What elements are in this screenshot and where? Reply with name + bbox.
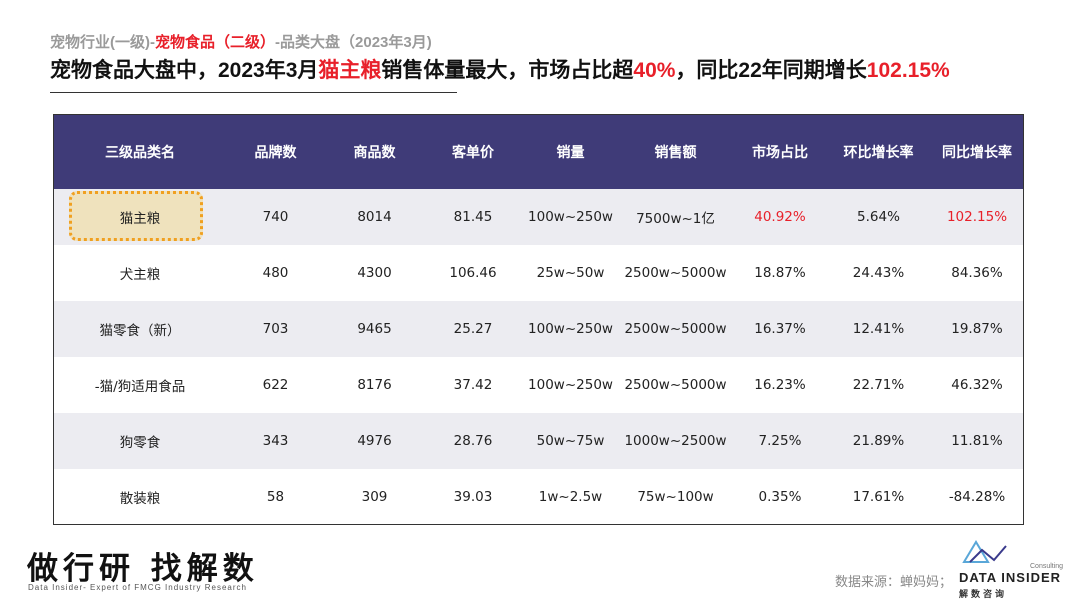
headline-highlight-share: 40%	[633, 59, 676, 82]
cell-products: 309	[361, 489, 388, 505]
headline-text-3: ，同比22年同期增长	[675, 59, 867, 82]
breadcrumb-level2: 宠物食品（二级）	[155, 34, 276, 51]
cell-sales: 1000w~2500w	[624, 433, 727, 449]
table-row: 猫主粮 740 8014 81.45 100w~250w 7500w~1亿 40…	[54, 189, 1023, 245]
col-header-brands: 品牌数	[254, 144, 297, 160]
col-header-yoy: 同比增长率	[942, 144, 1012, 160]
cell-mom: 12.41%	[852, 321, 905, 337]
cell-mom: 5.64%	[857, 209, 900, 225]
cell-products: 4300	[357, 265, 392, 281]
cell-yoy: 46.32%	[951, 377, 1003, 393]
cell-share: 16.37%	[754, 321, 806, 337]
cell-category: 散装粮	[119, 491, 161, 507]
col-header-mom: 环比增长率	[843, 144, 914, 160]
cell-sales: 7500w~1亿	[636, 211, 715, 227]
cell-brands: 480	[262, 265, 289, 281]
cell-category: 猫主粮	[54, 189, 226, 245]
cell-yoy: 19.87%	[951, 321, 1003, 337]
cell-category: 猫零食（新）	[99, 323, 181, 339]
cell-avg-price: 28.76	[453, 433, 493, 449]
cell-mom: 24.43%	[852, 265, 905, 281]
col-header-volume: 销量	[556, 144, 585, 160]
cell-avg-price: 81.45	[453, 209, 493, 225]
cell-share: 7.25%	[758, 433, 802, 449]
col-header-category: 三级品类名	[105, 144, 175, 160]
category-label: 猫主粮	[119, 211, 161, 227]
title-divider	[50, 92, 457, 93]
cell-brands: 703	[262, 321, 289, 337]
cell-sales: 2500w~5000w	[624, 321, 727, 337]
slogan: 做行研 找解数	[27, 551, 259, 587]
cell-yoy: 11.81%	[951, 433, 1003, 449]
table-row: 狗零食 343 4976 28.76 50w~75w 1000w~2500w 7…	[54, 413, 1023, 469]
cell-brands: 740	[262, 209, 289, 225]
logo-chinese-name: 解数咨询	[959, 589, 1008, 599]
cell-category: -猫/狗适用食品	[94, 379, 186, 395]
data-insider-logo-icon	[962, 540, 1007, 563]
cell-mom: 21.89%	[852, 433, 905, 449]
cell-sales: 75w~100w	[637, 489, 714, 505]
cell-share: 18.87%	[754, 265, 806, 281]
cell-volume: 50w~75w	[536, 433, 605, 449]
table-row: 猫零食（新） 703 9465 25.27 100w~250w 2500w~50…	[54, 301, 1023, 357]
breadcrumb: 宠物行业(一级)-宠物食品（二级）-品类大盘（2023年3月)	[50, 31, 432, 52]
col-header-sales: 销售额	[654, 144, 697, 160]
cell-avg-price: 39.03	[453, 489, 493, 505]
cell-category: 犬主粮	[119, 267, 161, 283]
table-row: -猫/狗适用食品 622 8176 37.42 100w~250w 2500w~…	[54, 357, 1023, 413]
cell-avg-price: 25.27	[453, 321, 493, 337]
logo-name: DATA INSIDER	[959, 570, 1062, 585]
cell-volume: 25w~50w	[536, 265, 605, 281]
cell-volume: 1w~2.5w	[538, 489, 603, 505]
cell-products: 9465	[357, 321, 392, 337]
cell-brands: 622	[262, 377, 289, 393]
cell-mom: 22.71%	[852, 377, 905, 393]
cell-sales: 2500w~5000w	[624, 265, 727, 281]
col-header-share: 市场占比	[752, 144, 808, 160]
table-row: 散装粮 58 309 39.03 1w~2.5w 75w~100w 0.35% …	[54, 469, 1023, 524]
category-table: 三级品类名 品牌数 商品数 客单价 销量 销售额 市场占比 环比增长率 同比增长…	[54, 115, 1023, 524]
category-table-frame: 三级品类名 品牌数 商品数 客单价 销量 销售额 市场占比 环比增长率 同比增长…	[53, 114, 1024, 525]
slogan-subtitle: Data Insider- Expert of FMCG Industry Re…	[28, 583, 247, 592]
col-header-avg-price: 客单价	[452, 144, 494, 160]
cell-yoy: -84.28%	[948, 489, 1006, 505]
cell-products: 8014	[357, 209, 392, 225]
breadcrumb-level3: -品类大盘（2023年3月)	[275, 34, 432, 51]
col-header-products: 商品数	[353, 144, 396, 160]
cell-yoy: 84.36%	[951, 265, 1003, 281]
cell-mom: 17.61%	[852, 489, 905, 505]
breadcrumb-level1: 宠物行业(一级)-	[50, 34, 155, 51]
data-source: 数据来源：蝉妈妈；	[835, 574, 953, 589]
cell-avg-price: 106.46	[449, 265, 497, 281]
cell-yoy: 102.15%	[946, 209, 1008, 225]
highlight-box	[69, 191, 203, 241]
headline-highlight-growth: 102.15%	[866, 59, 950, 82]
cell-sales: 2500w~5000w	[624, 377, 727, 393]
table-header-row: 三级品类名 品牌数 商品数 客单价 销量 销售额 市场占比 环比增长率 同比增长…	[54, 115, 1023, 189]
headline-text-1: 宠物食品大盘中，2023年3月	[50, 59, 319, 82]
table-row: 犬主粮 480 4300 106.46 25w~50w 2500w~5000w …	[54, 245, 1023, 301]
cell-avg-price: 37.42	[453, 377, 493, 393]
cell-brands: 58	[266, 489, 285, 505]
headline-highlight-category: 猫主粮	[318, 59, 382, 82]
page-title: 宠物食品大盘中，2023年3月猫主粮销售体量最大，市场占比超40%，同比22年同…	[50, 54, 950, 84]
cell-products: 4976	[357, 433, 392, 449]
cell-share: 40.92%	[754, 209, 806, 225]
cell-volume: 100w~250w	[528, 377, 613, 393]
cell-share: 16.23%	[754, 377, 806, 393]
cell-volume: 100w~250w	[528, 209, 613, 225]
headline-text-2: 销售体量最大，市场占比超	[381, 59, 634, 82]
logo-consulting-label: Consulting	[1030, 563, 1064, 570]
cell-share: 0.35%	[758, 489, 802, 505]
cell-volume: 100w~250w	[528, 321, 613, 337]
cell-category: 狗零食	[119, 435, 161, 451]
cell-brands: 343	[262, 433, 289, 449]
cell-products: 8176	[357, 377, 392, 393]
